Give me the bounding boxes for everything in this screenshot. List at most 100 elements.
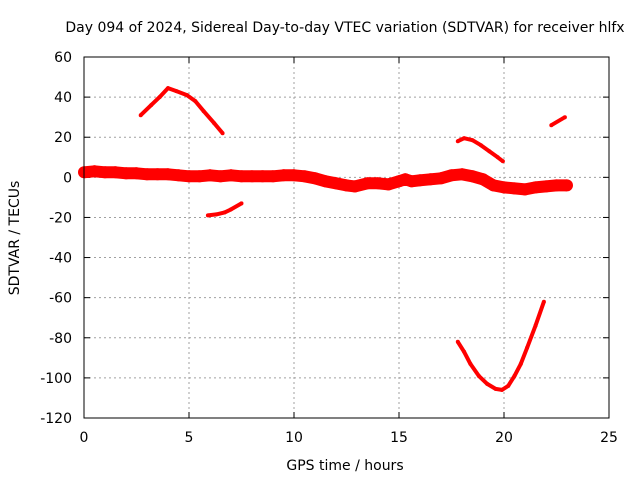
data-point-main-band [382, 178, 395, 191]
data-point-main-band [141, 168, 153, 181]
axis-ticks: 0 5 10 15 20 25 -120 -100 -80 -60 -40 -20 0 20 40 60 [40, 50, 618, 446]
data-point-arc-early-high [174, 89, 179, 94]
data-point-main-band [348, 180, 361, 193]
data-point-main-band [288, 169, 300, 182]
y-tick-label: 20 [54, 130, 72, 146]
data-point-main-band [277, 169, 290, 182]
y-tick-label: -120 [40, 411, 72, 427]
data-point-arc-late-deep [518, 361, 523, 366]
data-point-main-band [120, 167, 132, 180]
data-point-main-band [540, 180, 552, 193]
data-point-arc-late-high [470, 138, 475, 143]
data-point-main-band [309, 172, 321, 185]
data-point-arc-late-high [455, 139, 460, 144]
data-point-main-band [130, 167, 143, 180]
y-tick-label: 40 [54, 90, 72, 106]
data-point-main-band [204, 169, 216, 182]
data-point-arc-late-high [495, 155, 500, 160]
data-point-main-band [193, 170, 206, 183]
data-point-main-band [466, 170, 479, 183]
data-point-main-band [414, 174, 426, 187]
data-point-arc-early-high [157, 95, 162, 100]
y-tick-label: 60 [54, 50, 72, 66]
data-point-main-band [319, 175, 332, 188]
chart-title: Day 094 of 2024, Sidereal Day-to-day VTE… [65, 20, 624, 36]
data-point-arc-late-deep [485, 381, 490, 386]
data-series [78, 86, 573, 392]
data-point-main-band [267, 170, 279, 183]
data-point-arc-late-deep [533, 323, 538, 328]
data-point-main-band [235, 170, 248, 183]
data-point-arc-early-high [166, 86, 170, 91]
data-point-arc-early-low [214, 212, 219, 217]
data-point-arc-early-low [222, 210, 227, 215]
data-point-main-band [424, 173, 437, 186]
data-point-arc-late-deep [525, 345, 530, 350]
data-point-main-band [246, 170, 258, 183]
data-point-arc-late-deep [468, 361, 473, 366]
data-point-arc-late-short [562, 115, 567, 120]
y-axis-label: SDTVAR / TECUs [7, 181, 23, 296]
data-point-arc-early-high [149, 103, 154, 108]
data-point-arc-late-high [478, 143, 483, 148]
data-point-arc-early-high [184, 93, 189, 98]
data-point-arc-early-high [212, 121, 217, 126]
data-point-main-band [550, 179, 563, 192]
data-point-main-band [298, 170, 311, 183]
data-point-main-band [88, 165, 101, 178]
data-point-main-band [435, 172, 447, 185]
data-point-arc-early-low [205, 213, 210, 218]
x-tick-label: 20 [495, 430, 513, 446]
data-point-main-band [487, 179, 500, 192]
data-point-main-band [151, 168, 164, 181]
data-point-arc-late-high [462, 136, 467, 141]
data-point-arc-early-low [239, 201, 244, 206]
y-tick-label: -40 [49, 251, 72, 267]
data-point-main-band [162, 168, 174, 181]
data-point-arc-late-deep [493, 386, 498, 391]
data-point-main-band [529, 181, 542, 194]
data-point-main-band [477, 173, 489, 186]
data-point-main-band [508, 182, 521, 195]
data-point-main-band [214, 170, 227, 183]
data-point-main-band [225, 169, 237, 182]
data-point-main-band [519, 183, 531, 196]
data-point-arc-late-short [549, 123, 554, 128]
x-tick-label: 10 [285, 430, 303, 446]
x-axis-label: GPS time / hours [286, 458, 403, 474]
data-point-arc-late-high [487, 149, 492, 154]
data-point-arc-late-deep [541, 299, 546, 304]
data-point-main-band [561, 179, 573, 192]
series-arc-late-short [550, 115, 566, 127]
data-point-main-band [456, 168, 468, 181]
data-point-arc-late-deep [512, 373, 517, 378]
data-point-arc-early-high [138, 113, 143, 118]
data-point-main-band [445, 169, 458, 182]
y-tick-label: -80 [49, 331, 72, 347]
y-tick-label: 0 [63, 170, 72, 186]
data-point-main-band [372, 177, 384, 190]
data-point-arc-late-deep [506, 383, 511, 388]
y-tick-label: -100 [40, 371, 72, 387]
x-tick-label: 5 [185, 430, 194, 446]
series-arc-early-high [139, 86, 225, 135]
data-point-arc-early-low [229, 207, 233, 212]
data-point-arc-early-high [193, 99, 198, 104]
grid-lines [84, 57, 609, 418]
data-point-main-band [330, 177, 342, 190]
x-tick-label: 0 [80, 430, 89, 446]
data-point-main-band [172, 169, 185, 182]
data-point-main-band [183, 170, 195, 183]
data-point-arc-early-high [201, 109, 206, 114]
data-point-main-band [361, 177, 374, 190]
y-tick-label: -60 [49, 291, 72, 307]
data-point-main-band [109, 166, 122, 179]
data-point-arc-late-deep [462, 349, 467, 354]
y-tick-label: -20 [49, 210, 72, 226]
data-point-main-band [498, 181, 510, 194]
data-point-arc-late-deep [476, 373, 481, 378]
data-point-arc-early-high [220, 131, 225, 136]
data-point-main-band [99, 166, 111, 179]
x-tick-label: 15 [390, 430, 408, 446]
